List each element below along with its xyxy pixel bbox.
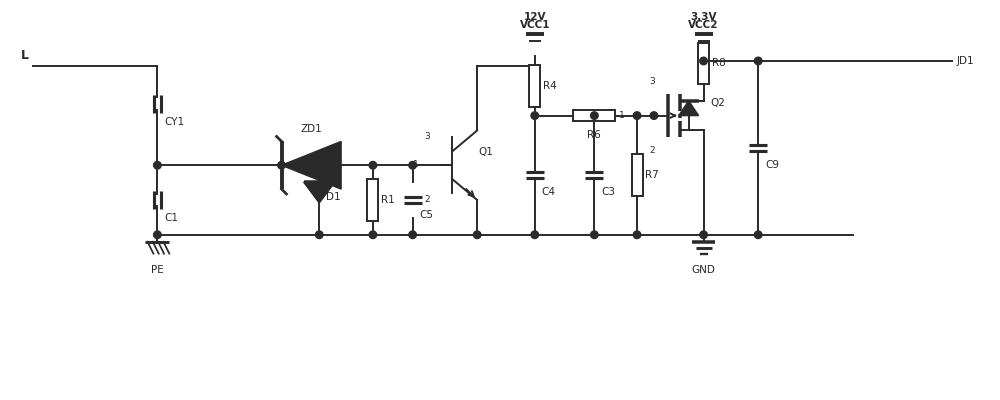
Text: VCC2: VCC2 bbox=[688, 20, 719, 30]
Text: 2: 2 bbox=[649, 146, 655, 155]
Circle shape bbox=[650, 112, 658, 119]
Text: R1: R1 bbox=[381, 195, 395, 205]
Text: 1: 1 bbox=[619, 110, 625, 120]
Text: GND: GND bbox=[692, 264, 716, 274]
Circle shape bbox=[591, 112, 598, 119]
Circle shape bbox=[591, 231, 598, 238]
Text: L: L bbox=[21, 49, 29, 62]
Text: Q2: Q2 bbox=[711, 98, 725, 108]
Circle shape bbox=[278, 162, 285, 169]
Bar bbox=[573, 110, 615, 121]
Bar bbox=[632, 154, 643, 196]
Text: R7: R7 bbox=[645, 170, 659, 180]
Circle shape bbox=[633, 231, 641, 238]
Circle shape bbox=[315, 231, 323, 238]
Bar bbox=[698, 43, 709, 84]
Text: 3: 3 bbox=[425, 132, 430, 142]
Circle shape bbox=[754, 57, 762, 65]
Text: C4: C4 bbox=[542, 187, 556, 197]
Circle shape bbox=[409, 231, 416, 238]
Text: Q1: Q1 bbox=[478, 147, 493, 157]
Polygon shape bbox=[304, 182, 335, 203]
Circle shape bbox=[754, 231, 762, 238]
Text: R6: R6 bbox=[587, 130, 601, 140]
Text: C9: C9 bbox=[765, 160, 779, 170]
Text: 12V: 12V bbox=[524, 12, 546, 22]
Text: C3: C3 bbox=[601, 187, 615, 197]
Text: 3.3V: 3.3V bbox=[690, 12, 717, 22]
Circle shape bbox=[531, 112, 539, 119]
Text: D1: D1 bbox=[326, 192, 341, 202]
Text: VCC1: VCC1 bbox=[520, 20, 550, 30]
Text: CY1: CY1 bbox=[164, 116, 184, 126]
Text: R8: R8 bbox=[712, 58, 725, 68]
Polygon shape bbox=[679, 101, 699, 116]
Circle shape bbox=[315, 162, 323, 169]
Circle shape bbox=[154, 231, 161, 238]
Circle shape bbox=[369, 231, 377, 238]
Circle shape bbox=[154, 162, 161, 169]
Circle shape bbox=[700, 231, 707, 238]
Circle shape bbox=[633, 112, 641, 119]
Text: C1: C1 bbox=[164, 213, 178, 223]
Text: ZD1: ZD1 bbox=[300, 124, 322, 134]
Text: 2: 2 bbox=[425, 195, 430, 204]
Text: 1: 1 bbox=[413, 160, 418, 169]
Circle shape bbox=[700, 57, 707, 65]
Circle shape bbox=[369, 162, 377, 169]
Bar bbox=[529, 65, 540, 107]
Polygon shape bbox=[282, 142, 341, 189]
Circle shape bbox=[409, 162, 416, 169]
Text: 3: 3 bbox=[649, 77, 655, 86]
Text: JD1: JD1 bbox=[957, 56, 974, 66]
Text: PE: PE bbox=[151, 264, 164, 274]
Text: R4: R4 bbox=[543, 81, 556, 91]
Bar bbox=[367, 179, 378, 221]
Circle shape bbox=[531, 231, 539, 238]
Text: C5: C5 bbox=[420, 210, 434, 220]
Circle shape bbox=[473, 231, 481, 238]
